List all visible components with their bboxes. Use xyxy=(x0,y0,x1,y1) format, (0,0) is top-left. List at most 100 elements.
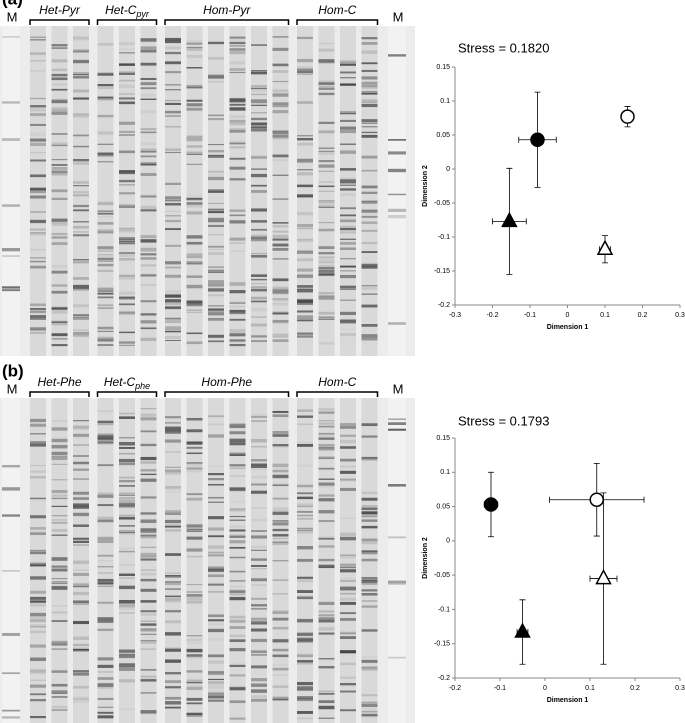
gel-band xyxy=(140,98,157,100)
gel-band xyxy=(140,633,157,636)
y-tick-label: -0.05 xyxy=(434,572,450,579)
gel-band xyxy=(297,301,313,305)
gel-band xyxy=(186,594,203,597)
gel-band xyxy=(165,290,181,294)
gel-band xyxy=(229,619,246,623)
gel-band xyxy=(186,54,203,58)
gel-band xyxy=(165,126,181,128)
gel-band xyxy=(30,590,46,594)
gel-band xyxy=(361,242,378,245)
gel-band xyxy=(361,667,378,671)
gel-band xyxy=(2,487,20,491)
gel-band xyxy=(140,555,157,558)
gel-band xyxy=(165,326,181,330)
gel-band xyxy=(186,641,203,645)
gel-band xyxy=(165,648,181,652)
gel-band xyxy=(73,697,89,701)
gel-band xyxy=(251,464,267,468)
gel-band xyxy=(229,519,246,521)
group-label: Hom-Phe xyxy=(201,375,252,389)
gel-lane xyxy=(2,398,20,723)
gel-band xyxy=(140,264,157,267)
group-bracket xyxy=(29,19,90,25)
gel-band xyxy=(251,87,267,90)
gel-band xyxy=(30,228,46,231)
gel-band xyxy=(251,446,267,448)
gel-band xyxy=(229,214,246,217)
gel-band xyxy=(165,572,181,575)
gel-band xyxy=(297,58,313,63)
gel-band xyxy=(73,185,89,187)
gel-band xyxy=(340,709,356,712)
gel-band xyxy=(318,246,335,249)
gel-band xyxy=(165,597,181,601)
gel-band xyxy=(318,478,335,480)
gel-band xyxy=(361,93,378,95)
gel-band xyxy=(361,558,378,562)
gel-band xyxy=(30,97,46,100)
gel-band xyxy=(30,159,46,162)
gel-band xyxy=(119,79,135,82)
gel-band xyxy=(51,236,68,239)
gel-band xyxy=(97,698,114,700)
gel-band xyxy=(97,628,114,632)
gel-band xyxy=(51,68,68,72)
gel-band xyxy=(229,509,246,512)
gel-band xyxy=(73,114,89,118)
gel-band xyxy=(119,491,135,496)
gel-band xyxy=(297,298,313,300)
gel-band xyxy=(297,240,313,242)
gel-band xyxy=(272,410,289,414)
gel-band xyxy=(361,81,378,85)
gel-band xyxy=(97,215,114,218)
gel-band xyxy=(119,667,135,671)
gel-band xyxy=(30,600,46,604)
gel-band xyxy=(30,190,46,194)
gel-band xyxy=(361,520,378,522)
gel-band xyxy=(272,626,289,630)
gel-band xyxy=(186,493,203,496)
x-tick-label: -0.3 xyxy=(449,312,461,319)
gel-band xyxy=(251,459,267,462)
gel-band xyxy=(30,562,46,565)
gel-band xyxy=(251,89,267,93)
gel-band xyxy=(119,573,135,576)
gel-band xyxy=(251,254,267,258)
gel-band xyxy=(186,194,203,197)
gel-band xyxy=(208,583,224,586)
gel-band xyxy=(165,430,181,434)
gel-band xyxy=(30,315,46,319)
gel-band xyxy=(97,254,114,256)
gel-band xyxy=(119,462,135,466)
gel-band xyxy=(51,44,68,47)
gel-band xyxy=(340,111,356,113)
gel-band xyxy=(272,698,289,701)
gel-band xyxy=(388,168,406,173)
gel-band xyxy=(297,67,313,71)
gel-band xyxy=(361,304,378,308)
gel-band xyxy=(251,698,267,702)
gel-band xyxy=(30,260,46,263)
gel-band xyxy=(186,107,203,111)
gel-band xyxy=(229,452,246,455)
gel-band xyxy=(73,72,89,74)
gel-band xyxy=(97,519,114,523)
gel-band xyxy=(30,39,46,41)
group-name: Hom-C xyxy=(318,375,356,389)
gel-band xyxy=(208,516,224,520)
gel-band xyxy=(361,131,378,134)
gel-band xyxy=(165,148,181,152)
gel-band xyxy=(361,221,378,224)
gel-band xyxy=(251,184,267,187)
gel-band xyxy=(318,256,335,259)
gel-band xyxy=(140,300,157,303)
gel-band xyxy=(97,541,114,543)
gel-band xyxy=(30,112,46,117)
gel-band xyxy=(119,476,135,479)
gel-band xyxy=(340,618,356,621)
gel-band xyxy=(51,284,68,287)
gel-band xyxy=(165,200,181,202)
group-name: Hom-Pyr xyxy=(203,3,251,17)
gel-band xyxy=(186,341,203,345)
gel-band xyxy=(272,431,289,433)
